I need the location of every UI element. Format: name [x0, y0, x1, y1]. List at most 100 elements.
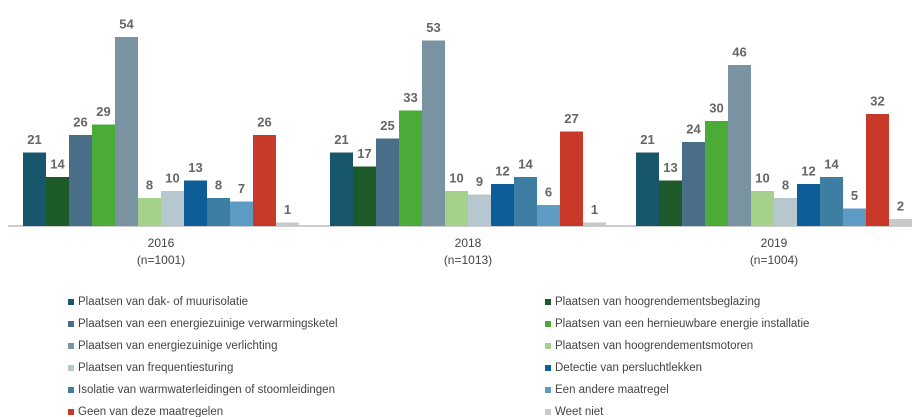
bar	[138, 198, 161, 226]
value-label: 54	[119, 16, 134, 31]
bar	[276, 222, 299, 226]
value-label: 32	[870, 93, 884, 108]
bar	[636, 152, 659, 226]
bar	[330, 152, 353, 226]
legend-swatch	[545, 387, 551, 393]
legend-label: Geen van deze maatregelen	[78, 406, 223, 417]
value-label: 46	[732, 44, 746, 59]
legend-label: Plaatsen van een energiezuinige verwarmi…	[78, 318, 338, 330]
value-label: 13	[188, 160, 202, 175]
x-tick-label: 2018 (n=1013)	[443, 236, 493, 267]
value-label: 33	[403, 90, 417, 105]
legend-swatch	[545, 299, 551, 305]
bar	[376, 138, 399, 226]
bar	[682, 142, 705, 226]
value-label: 9	[476, 174, 483, 189]
value-label: 26	[257, 114, 271, 129]
bar	[184, 180, 207, 226]
value-label: 8	[146, 177, 153, 192]
legend-swatch	[545, 365, 551, 371]
bar	[514, 177, 537, 226]
bar	[820, 177, 843, 226]
bar	[491, 184, 514, 226]
legend-swatch	[68, 365, 74, 371]
bar	[843, 208, 866, 226]
value-label: 10	[449, 170, 463, 185]
legend-swatch	[545, 343, 551, 349]
bar	[659, 180, 682, 226]
bar	[705, 121, 728, 226]
legend-label: Isolatie van warmwaterleidingen of stoom…	[78, 384, 335, 396]
value-label: 7	[238, 181, 245, 196]
value-label: 14	[50, 156, 65, 171]
value-label: 24	[686, 121, 701, 136]
legend-swatch	[68, 343, 74, 349]
legend-label: Plaatsen van hoogrendementsmotoren	[555, 340, 753, 352]
bar	[583, 222, 606, 226]
bar	[23, 152, 46, 226]
legend-label: Weet niet	[555, 406, 604, 417]
bar	[115, 37, 138, 226]
value-label: 5	[851, 188, 858, 203]
bar	[230, 201, 253, 226]
legend-swatch	[545, 321, 551, 327]
bar	[161, 191, 184, 226]
value-label: 12	[801, 163, 815, 178]
value-label: 13	[663, 160, 677, 175]
legend-swatch	[68, 387, 74, 393]
bar	[728, 65, 751, 226]
value-label: 12	[495, 163, 509, 178]
legend-swatch	[68, 409, 74, 415]
bar	[889, 219, 912, 226]
value-label: 6	[545, 184, 552, 199]
value-label: 8	[782, 177, 789, 192]
value-label: 10	[755, 170, 769, 185]
legend-label: Een andere maatregel	[555, 384, 669, 396]
legend-label: Plaatsen van hoogrendementsbeglazing	[555, 296, 760, 308]
legend-label: Plaatsen van energiezuinige verlichting	[78, 340, 277, 352]
legend-label: Detectie van persluchtlekken	[555, 362, 702, 374]
legend-label: Plaatsen van dak- of muurisolatie	[78, 296, 248, 308]
value-label: 21	[27, 132, 41, 147]
value-label: 53	[426, 20, 440, 35]
legend-swatch	[545, 409, 551, 415]
legend-swatch	[68, 321, 74, 327]
value-label: 1	[284, 202, 291, 217]
value-label: 26	[73, 114, 87, 129]
value-label: 1	[591, 202, 598, 217]
bar	[207, 198, 230, 226]
value-label: 17	[357, 146, 371, 161]
value-label: 21	[640, 132, 654, 147]
bar	[399, 110, 422, 226]
legend-swatch	[68, 299, 74, 305]
value-label: 30	[709, 100, 723, 115]
bar	[797, 184, 820, 226]
bar	[92, 124, 115, 226]
x-tick-label: 2019 (n=1004)	[749, 236, 799, 267]
bar	[537, 205, 560, 226]
legend-label: Plaatsen van frequentiesturing	[78, 362, 233, 374]
value-label: 29	[96, 104, 110, 119]
bar	[46, 177, 69, 226]
value-label: 25	[380, 118, 394, 133]
bar	[468, 194, 491, 226]
value-label: 21	[334, 132, 348, 147]
bar	[751, 191, 774, 226]
legend-label: Plaatsen van een hernieuwbare energie in…	[555, 318, 809, 330]
bar	[422, 40, 445, 226]
bar	[253, 135, 276, 226]
value-label: 8	[215, 177, 222, 192]
bar	[445, 191, 468, 226]
value-label: 2	[897, 198, 904, 213]
bar	[69, 135, 92, 226]
bar	[560, 131, 583, 226]
value-label: 27	[564, 111, 578, 126]
value-label: 14	[518, 156, 533, 171]
bar	[866, 114, 889, 226]
value-label: 10	[165, 170, 179, 185]
value-label: 14	[824, 156, 839, 171]
bar	[353, 166, 376, 226]
x-tick-label: 2016 (n=1001)	[136, 236, 186, 267]
